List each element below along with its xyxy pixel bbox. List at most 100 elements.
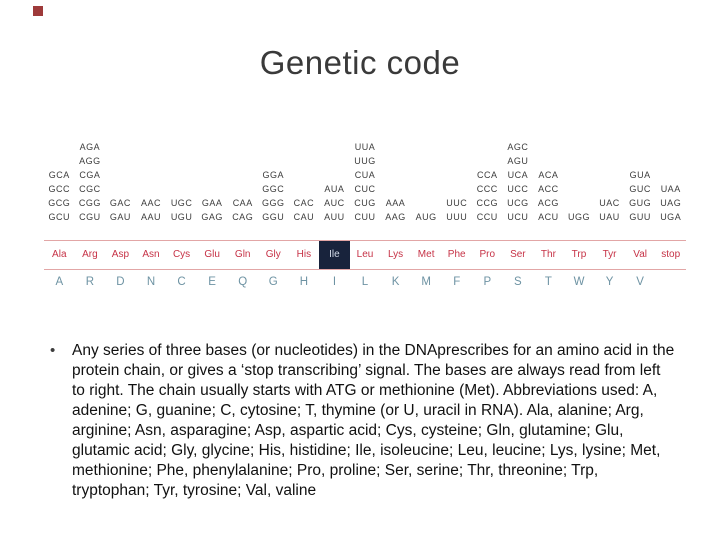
amino-acid-letter: C — [177, 276, 186, 288]
amino-acid-abbr: His — [296, 249, 312, 260]
codon: CAG — [232, 212, 254, 222]
amino-acid-abbr: Lys — [387, 249, 404, 260]
codon: GCA — [48, 170, 70, 180]
codon: CCG — [476, 198, 499, 208]
codon-stack: UAA UAG UGA — [655, 134, 686, 224]
codon: CAA — [232, 198, 253, 208]
codon: GCG — [48, 198, 71, 208]
amino-acid-letter: E — [208, 276, 216, 288]
codon-stack: UUC UUU — [441, 134, 472, 224]
codon: UAG — [660, 198, 682, 208]
codon-stack: UUA UUG CUA CUC CUG CUU — [350, 134, 381, 224]
bullet-paragraph: • Any series of three bases (or nucleoti… — [50, 341, 676, 501]
codon: AUU — [324, 212, 345, 222]
codon: GAA — [201, 198, 223, 208]
amino-acid-letter: T — [544, 276, 552, 288]
amino-acid-letter: Y — [605, 276, 614, 288]
amino-acid-abbr: Trp — [571, 249, 587, 260]
codon: UGG — [567, 212, 590, 222]
genetic-code-table: GCA GCC GCG GCU AGA AGG CGA CGC CGG CGU GAC GAU AAC A… — [44, 134, 686, 295]
codon: ACU — [538, 212, 559, 222]
codon: AGA — [79, 142, 101, 152]
bullet-marker: • — [50, 342, 56, 359]
codon-stack: UAC UAU — [594, 134, 625, 224]
codon: CUC — [354, 184, 376, 194]
codon: GUC — [629, 184, 651, 194]
codon: GGU — [262, 212, 285, 222]
amino-acid-letter: K — [391, 276, 400, 288]
codon: AGC — [507, 142, 529, 152]
codon: GGG — [262, 198, 285, 208]
codon: UAA — [660, 184, 681, 194]
divider-line-bottom — [44, 269, 686, 270]
codon: GCU — [48, 212, 71, 222]
codon: AAA — [385, 198, 406, 208]
divider-line-top — [44, 240, 686, 241]
codon: CGG — [78, 198, 101, 208]
codon: CAU — [293, 212, 315, 222]
codon: ACA — [538, 170, 559, 180]
amino-acid-abbr: Gly — [265, 249, 281, 260]
amino-acid-abbr: Ile — [319, 241, 350, 269]
amino-acid-letter: A — [55, 276, 64, 288]
codon: UGU — [170, 212, 193, 222]
amino-acid-abbr: Arg — [82, 249, 98, 260]
codon: CGU — [79, 212, 101, 222]
amino-acid-abbr: Tyr — [602, 249, 617, 260]
amino-acid-abbr: stop — [661, 249, 681, 260]
codon-stack: AUA AUC AUU — [319, 134, 350, 224]
codon: AUC — [324, 198, 345, 208]
amino-acid-letter: P — [483, 276, 492, 288]
amino-acid-letter: N — [146, 276, 156, 288]
codon: GAG — [201, 212, 223, 222]
amino-acid-abbr: Phe — [447, 249, 466, 260]
codon: AGU — [507, 156, 529, 166]
codon: UAC — [599, 198, 620, 208]
codon-stack: CCA CCC CCG CCU — [472, 134, 503, 224]
amino-acid-abbr: Asn — [142, 249, 160, 260]
codon: GAU — [109, 212, 131, 222]
codon-rows: GCA GCC GCG GCU AGA AGG CGA CGC CGG CGU GAC GAU AAC A… — [44, 134, 686, 224]
codon: CCU — [476, 212, 498, 222]
codon-stack: AAA AAG — [380, 134, 411, 224]
amino-acid-abbr: Leu — [356, 249, 374, 260]
codon: CUA — [354, 170, 376, 180]
codon: UUG — [354, 156, 376, 166]
amino-acid-letter: V — [636, 276, 644, 288]
amino-acid-letter: Q — [238, 276, 248, 288]
amino-acid-abbr: Ala — [52, 249, 67, 260]
codon: UUA — [354, 142, 376, 152]
codon: UAU — [599, 212, 620, 222]
amino-acid-abbr: Ser — [510, 249, 526, 260]
codon-stack: CAA CAG — [227, 134, 258, 224]
codon: CCC — [476, 184, 498, 194]
amino-acid-letter: D — [116, 276, 125, 288]
codon: GUU — [629, 212, 651, 222]
codon-stack: AGA AGG CGA CGC CGG CGU — [75, 134, 106, 224]
amino-acid-letter: H — [299, 276, 308, 288]
codon-stack: UGC UGU — [166, 134, 197, 224]
codon: GUG — [629, 198, 652, 208]
amino-acid-abbr: Glu — [204, 249, 220, 260]
amino-acid-abbr: Val — [633, 249, 647, 260]
slide-title: Genetic code — [259, 44, 461, 81]
amino-acid-abbr: Pro — [479, 249, 496, 260]
codon: GCC — [48, 184, 71, 194]
amino-acid-letter: M — [421, 276, 431, 288]
codon: CAC — [293, 198, 315, 208]
amino-acid-letter: W — [573, 276, 585, 288]
codon-stack: CAC CAU — [289, 134, 320, 224]
codon: GAC — [109, 198, 131, 208]
amino-acid-abbr: Thr — [540, 249, 556, 260]
codon: UCA — [507, 170, 529, 180]
codon-stack: GUA GUC GUG GUU — [625, 134, 656, 224]
amino-acid-letter: F — [453, 276, 461, 288]
codon: ACC — [538, 184, 559, 194]
bullet-text: Any series of three bases (or nucleotide… — [72, 342, 675, 499]
codon: UUC — [446, 198, 468, 208]
codon: AAC — [140, 198, 161, 208]
codon: GGA — [262, 170, 285, 180]
codon-stack: ACA ACC ACG ACU — [533, 134, 564, 224]
codon: UGA — [660, 212, 682, 222]
